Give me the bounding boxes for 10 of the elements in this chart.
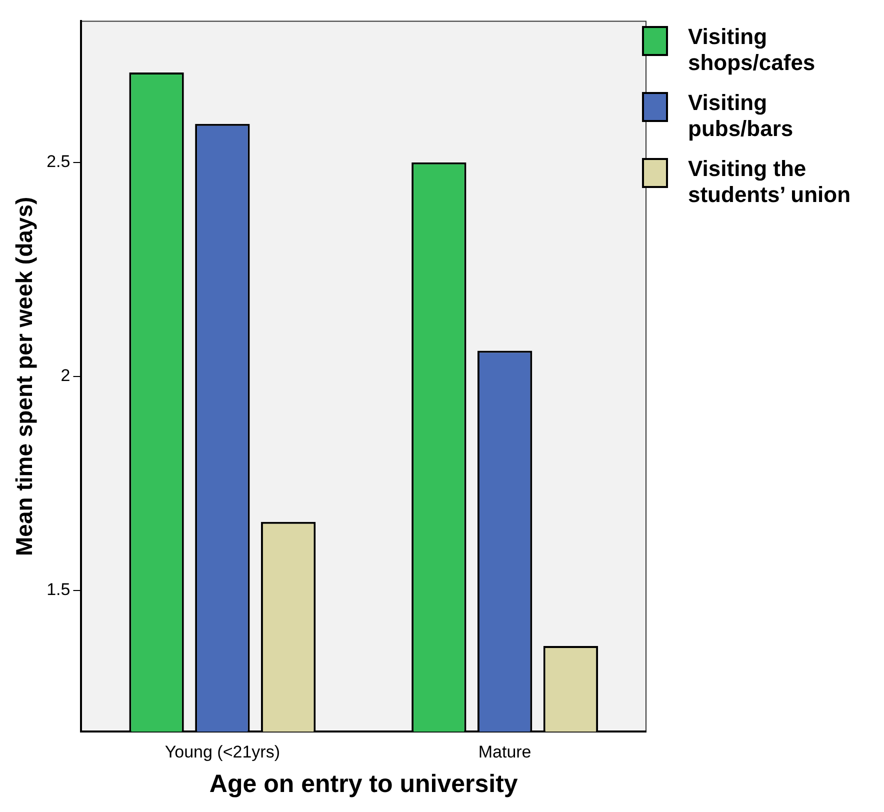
- y-axis-title: Mean time spent per week (days): [11, 196, 38, 556]
- x-tick-label: Mature: [478, 742, 532, 762]
- y-tick-label: 2: [60, 366, 70, 386]
- y-tick-label: 1.5: [46, 580, 70, 600]
- legend-label: Visiting the students’ union: [688, 156, 852, 208]
- legend-label: Visiting shops/cafes: [688, 24, 816, 76]
- y-tick-label: 2.5: [46, 152, 70, 172]
- x-tick-label: Young (<21yrs): [164, 742, 280, 762]
- legend-label: Visiting pubs/bars: [688, 90, 794, 142]
- x-axis-title: Age on entry to university: [209, 770, 518, 798]
